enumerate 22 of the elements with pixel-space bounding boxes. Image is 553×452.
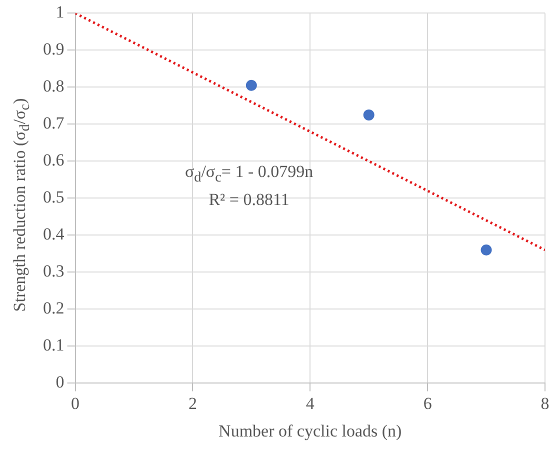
x-axis-title: Number of cyclic loads (n) (218, 421, 402, 440)
y-tick-label: 0.5 (43, 188, 64, 207)
x-tick-label: 6 (423, 394, 432, 413)
y-tick-label: 0.2 (43, 298, 64, 318)
x-tick-label: 4 (306, 394, 315, 413)
point (480, 244, 492, 256)
y-tick-label: 0.1 (43, 336, 64, 355)
annotation: σ$_{d}$/σ$_{c}$= 1 - 0.0799n (184, 162, 314, 186)
y-tick-label: 0.3 (43, 262, 64, 281)
point (246, 80, 257, 91)
x-tick-label: 2 (188, 394, 197, 413)
y-tick-label: 1 (56, 2, 64, 22)
y-tick-label: 0.6 (43, 150, 64, 170)
x-tick-label: 8 (540, 394, 550, 413)
y-tick-label: 0.4 (43, 224, 65, 244)
y-tick-label: 0.7 (43, 114, 65, 133)
y-tick-label: 0.8 (43, 76, 64, 96)
y-tick-label: 0.9 (43, 40, 64, 59)
annotation: R² = 0.8811 (208, 190, 290, 209)
y-tick-label: 0 (56, 372, 64, 392)
point (363, 109, 374, 120)
x-tick-label: 0 (71, 394, 80, 413)
